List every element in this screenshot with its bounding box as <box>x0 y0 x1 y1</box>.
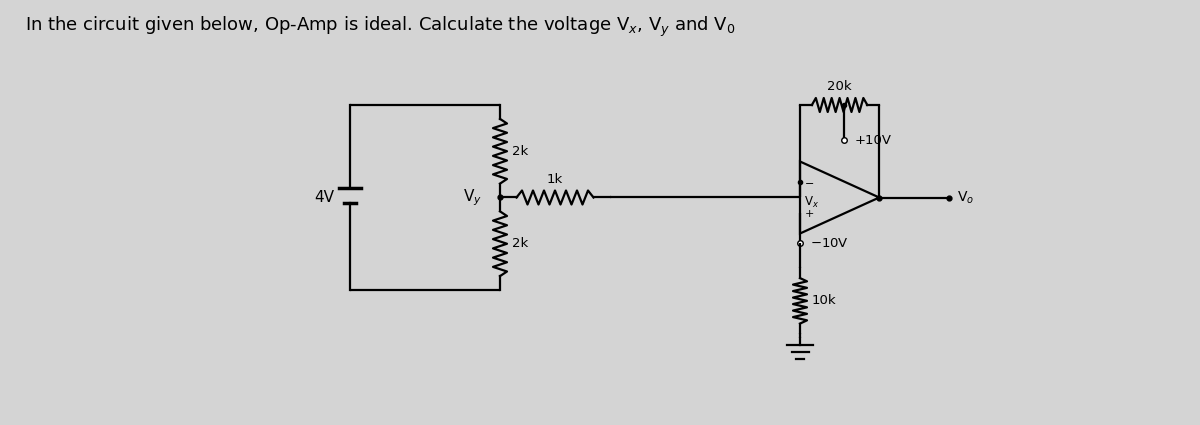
Text: +10V: +10V <box>854 133 892 147</box>
Text: 2k: 2k <box>512 237 528 250</box>
Text: 20k: 20k <box>827 80 852 93</box>
Text: V$_x$: V$_x$ <box>804 195 820 210</box>
Text: $+$: $+$ <box>804 208 814 219</box>
Text: 1k: 1k <box>547 173 563 187</box>
Text: $-$: $-$ <box>804 177 814 187</box>
Text: 4V: 4V <box>314 190 334 205</box>
Text: V$_y$: V$_y$ <box>463 187 482 208</box>
Text: In the circuit given below, Op-Amp is ideal. Calculate the voltage V$_x$, V$_y$ : In the circuit given below, Op-Amp is id… <box>25 15 736 39</box>
Text: $-$10V: $-$10V <box>810 237 848 250</box>
Text: 2k: 2k <box>512 145 528 158</box>
Text: V$_o$: V$_o$ <box>958 189 974 206</box>
Text: 10k: 10k <box>812 295 836 307</box>
